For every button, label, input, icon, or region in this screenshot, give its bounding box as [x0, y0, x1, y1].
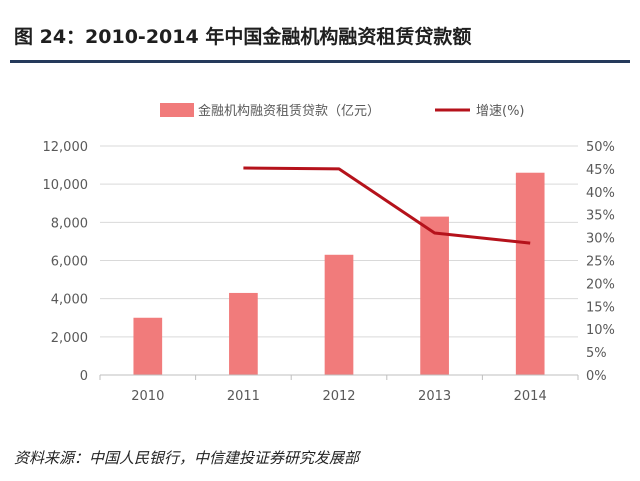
y-left-tick-label: 12,000: [43, 140, 89, 155]
y-right-tick-label: 35%: [586, 209, 615, 224]
y-right-tick-label: 15%: [586, 300, 615, 315]
x-tick-label: 2010: [131, 389, 164, 404]
y-left-tick-label: 10,000: [43, 178, 89, 193]
y-left-tick-label: 4,000: [51, 293, 88, 308]
y-right-tick-label: 45%: [586, 163, 615, 178]
y-right-tick-label: 25%: [586, 255, 615, 270]
y-right-tick-label: 40%: [586, 186, 615, 201]
legend-label-line: 增速(%): [476, 104, 525, 119]
y-right-tick-label: 30%: [586, 232, 615, 247]
y-left-tick-label: 8,000: [51, 216, 88, 231]
x-tick-label: 2011: [227, 389, 260, 404]
bar: [324, 254, 354, 375]
y-left-tick-label: 2,000: [51, 331, 88, 346]
bar: [133, 317, 163, 375]
bar: [515, 172, 545, 375]
y-right-tick-label: 10%: [586, 323, 615, 338]
growth-series-line: [243, 166, 531, 245]
bar: [420, 216, 449, 375]
legend-swatch-bar: [160, 103, 194, 117]
y-left-tick-label: 0: [80, 369, 88, 384]
title-underline: [10, 60, 630, 63]
y-right-tick-label: 50%: [586, 140, 615, 155]
y-left-tick-label: 6,000: [51, 255, 88, 270]
y-right-tick-label: 20%: [586, 277, 615, 292]
figure-title: 图 24：2010-2014 年中国金融机构融资租赁贷款额: [14, 26, 472, 48]
x-tick-label: 2013: [418, 389, 451, 404]
source-note: 资料来源：中国人民银行，中信建投证券研究发展部: [14, 449, 360, 467]
legend-label-bar: 金融机构融资租赁贷款（亿元）: [198, 103, 380, 119]
bar: [229, 292, 258, 375]
chart: 0 2,000 4,000 6,000 8,000 10,000 12,000 0% 5% 10%…: [43, 103, 615, 404]
y-right-tick-label: 5%: [586, 346, 607, 361]
x-tick-label: 2012: [322, 389, 355, 404]
x-tick-label: 2014: [514, 389, 547, 404]
y-right-tick-label: 0%: [586, 369, 607, 384]
